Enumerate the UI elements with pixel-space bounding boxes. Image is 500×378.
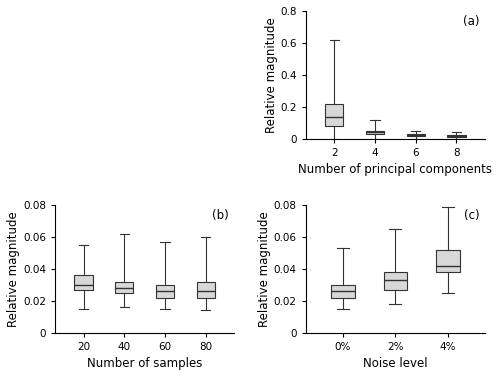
PathPatch shape: [366, 131, 384, 134]
X-axis label: Noise level: Noise level: [363, 357, 428, 370]
PathPatch shape: [196, 282, 215, 297]
PathPatch shape: [384, 272, 407, 290]
PathPatch shape: [406, 134, 425, 136]
PathPatch shape: [156, 285, 174, 297]
PathPatch shape: [74, 275, 92, 290]
PathPatch shape: [331, 285, 354, 297]
PathPatch shape: [115, 282, 134, 293]
PathPatch shape: [325, 104, 344, 126]
PathPatch shape: [448, 135, 466, 137]
Y-axis label: Relative magnitude: Relative magnitude: [264, 17, 278, 133]
X-axis label: Number of principal components: Number of principal components: [298, 163, 492, 177]
Y-axis label: Relative magnitude: Relative magnitude: [7, 211, 20, 327]
X-axis label: Number of samples: Number of samples: [87, 357, 202, 370]
Text: (c): (c): [464, 209, 479, 222]
Y-axis label: Relative magnitude: Relative magnitude: [258, 211, 271, 327]
Text: (b): (b): [212, 209, 229, 222]
PathPatch shape: [436, 250, 460, 272]
Text: (a): (a): [463, 15, 479, 28]
